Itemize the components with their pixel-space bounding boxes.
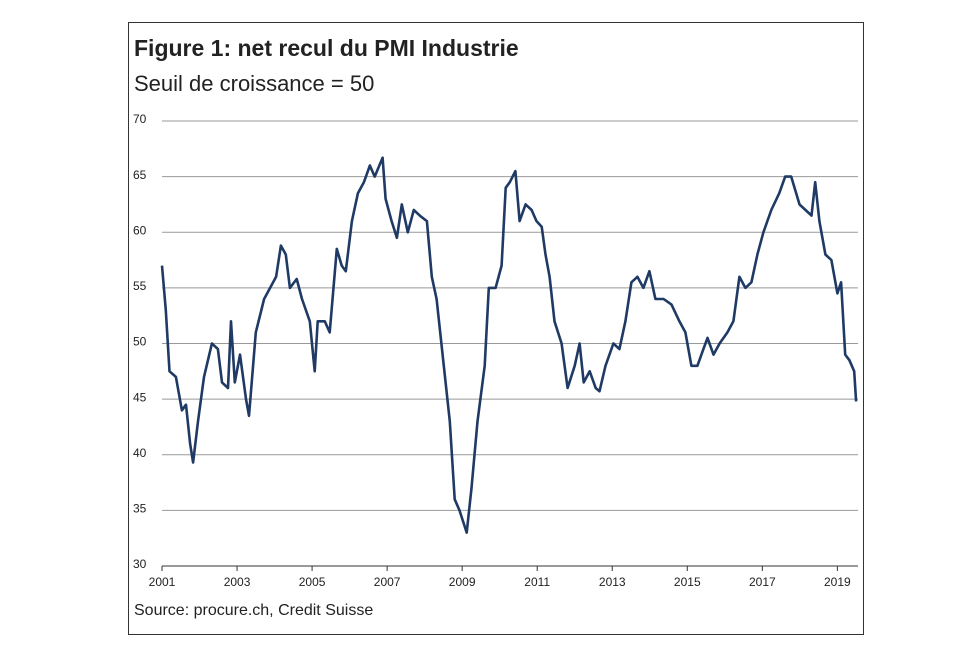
- y-tick-label: 35: [133, 502, 147, 516]
- x-tick-label: 2003: [224, 575, 251, 589]
- y-tick-label: 65: [133, 168, 147, 182]
- y-tick-label: 40: [133, 446, 147, 460]
- x-tick-label: 2019: [824, 575, 851, 589]
- x-tick-label: 2017: [749, 575, 776, 589]
- chart-title: Figure 1: net recul du PMI Industrie: [134, 35, 519, 61]
- y-tick-label: 50: [133, 335, 147, 349]
- x-tick-label: 2009: [449, 575, 476, 589]
- y-tick-label: 55: [133, 279, 147, 293]
- x-tick-label: 2001: [149, 575, 176, 589]
- y-tick-label: 70: [133, 112, 147, 126]
- x-tick-label: 2007: [374, 575, 401, 589]
- series-line: [160, 156, 858, 534]
- x-tick-label: 2005: [299, 575, 326, 589]
- x-tick-label: 2011: [524, 575, 550, 589]
- source: Source: procure.ch, Credit Suisse: [134, 602, 373, 619]
- y-tick-label: 45: [133, 390, 147, 404]
- frame: [128, 22, 864, 635]
- y-tick-label: 60: [133, 223, 147, 237]
- x-tick-label: 2013: [599, 575, 626, 589]
- y-tick-label: 30: [133, 557, 147, 571]
- x-tick-label: 2015: [674, 575, 701, 589]
- chart-subtitle: Seuil de croissance = 50: [134, 71, 374, 96]
